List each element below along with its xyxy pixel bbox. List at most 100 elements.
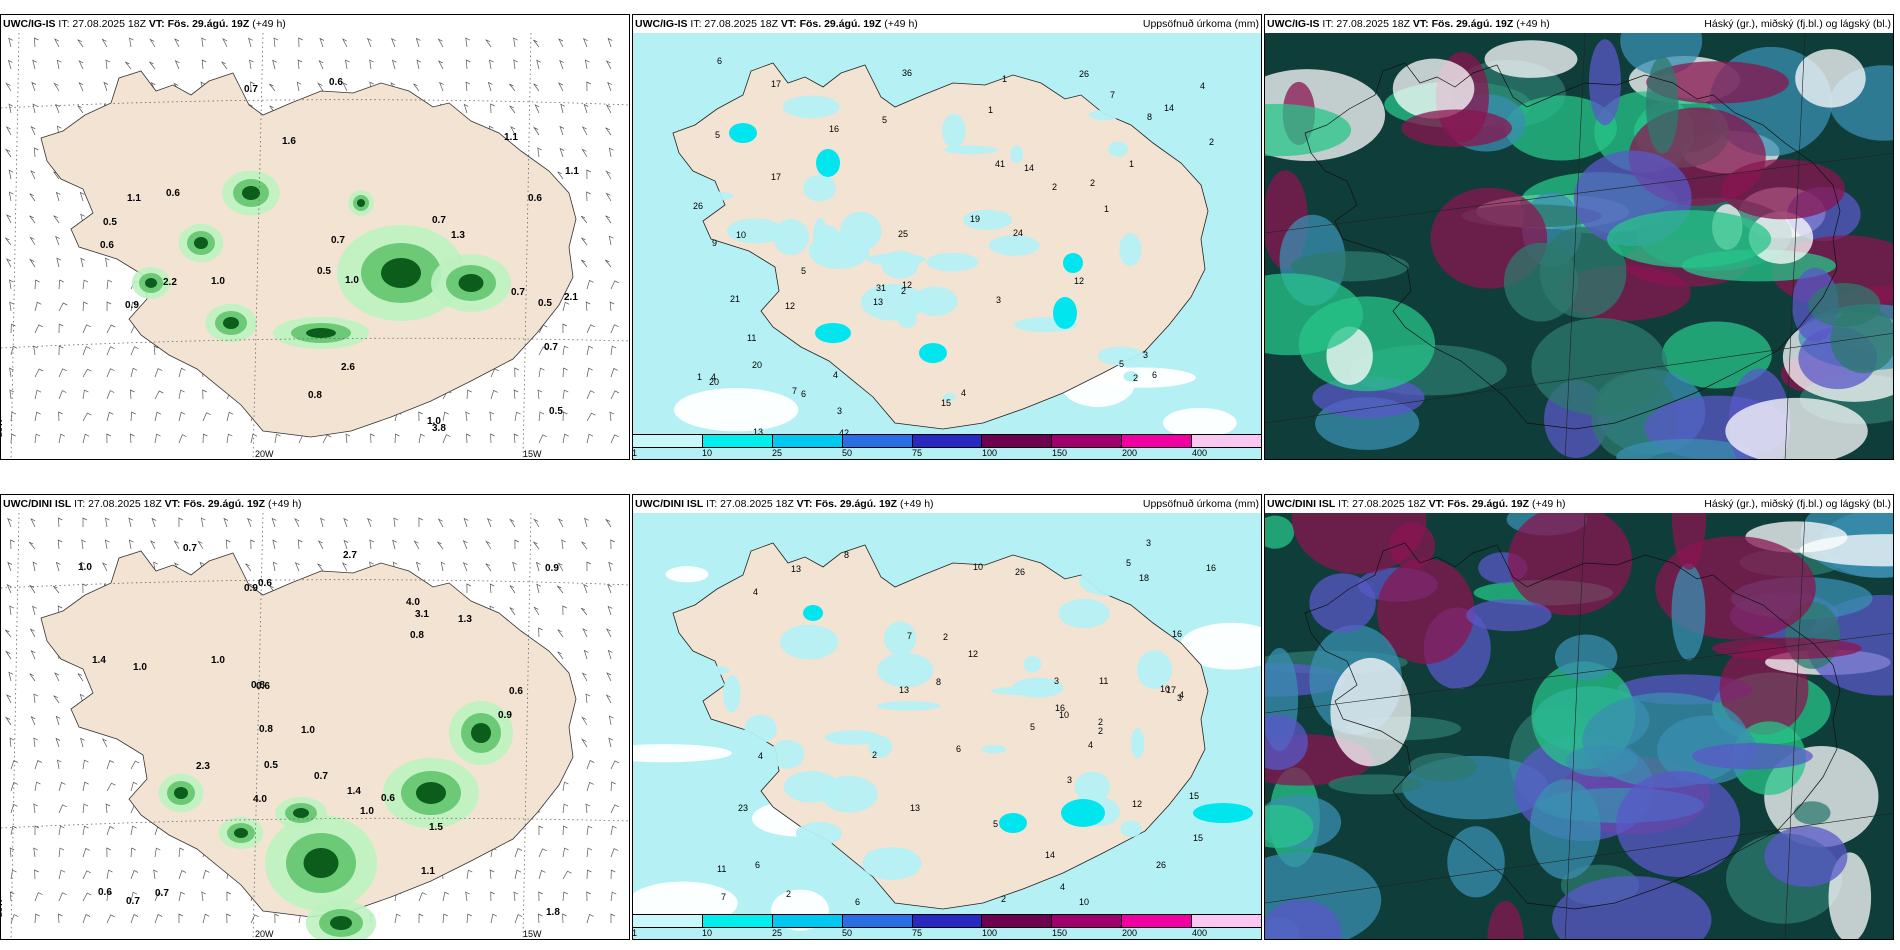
lead-time: (+49 h): [267, 498, 302, 510]
value-label: 2.7: [343, 550, 357, 561]
value-label: 2: [1098, 717, 1103, 727]
legend-swatch: [1192, 915, 1262, 927]
value-label: 1.0: [301, 725, 315, 736]
model-name: UWC/DINI ISL: [635, 498, 704, 510]
field-title: Uppsöfnuð úrkoma (mm): [1142, 18, 1259, 30]
value-label: 4.0: [253, 794, 267, 805]
value-label: 0.7: [331, 235, 345, 246]
value-label: 0.7: [544, 342, 558, 353]
map-panel-accum-dini: UWC/DINI ISL IT: 27.08.2025 18Z VT: Fös.…: [632, 494, 1262, 940]
legend-tick: 400: [1191, 448, 1208, 458]
legend-tick: 50: [842, 928, 853, 938]
value-label: 26: [1015, 567, 1025, 577]
value-label: 5: [1126, 558, 1131, 568]
value-label: 6: [717, 56, 722, 66]
value-label: 12: [968, 649, 978, 659]
value-label: 15: [1193, 833, 1203, 843]
value-label: 2: [1098, 726, 1103, 736]
value-label: 12: [785, 301, 795, 311]
value-label: 7: [721, 892, 726, 902]
value-label: 6: [956, 744, 961, 754]
value-label: 2.2: [163, 277, 177, 288]
lead-time: (+49 h): [1516, 18, 1550, 30]
value-label: 8: [844, 550, 849, 560]
value-label: 10: [1059, 710, 1069, 720]
legend-swatch: [633, 915, 703, 927]
model-name: UWC/IG-IS: [635, 18, 688, 30]
value-label: 0.6: [329, 77, 343, 88]
value-label: 0.7: [511, 287, 525, 298]
legend-colorbar: [632, 434, 1262, 448]
value-label: 17: [771, 79, 781, 89]
precip-legend-bottom: 1 10 25 50 75 100 150 200 400: [632, 914, 1262, 938]
value-label: 0.9: [125, 300, 139, 311]
value-label: 0.7: [432, 215, 446, 226]
value-label: 1: [988, 105, 993, 115]
legend-swatch: [633, 435, 703, 447]
precip-legend-top: 1 10 25 50 75 100 150 200 400: [632, 434, 1262, 458]
legend-ticks: 1 10 25 50 75 100 150 200 400: [632, 448, 1262, 458]
value-label: 1.1: [565, 166, 579, 177]
lead-time: (+49 h): [252, 18, 286, 30]
value-label: 4: [961, 388, 966, 398]
value-label: 1.6: [282, 136, 296, 147]
init-time: IT: 27.08.2025 18Z: [1322, 18, 1410, 30]
value-label: 8: [1147, 112, 1152, 122]
value-label: 1.4: [347, 786, 361, 797]
value-label: 1.5: [429, 822, 443, 833]
value-label: 23: [738, 803, 748, 813]
legend-tick: 10: [701, 928, 712, 938]
value-label: 0.5: [317, 266, 331, 277]
value-label: 6: [755, 860, 760, 870]
value-label: 1.0: [211, 276, 225, 287]
legend-tick: 400: [1191, 928, 1208, 938]
value-label: 9: [712, 238, 717, 248]
value-label: 1: [1104, 204, 1109, 214]
valid-time: Fös. 29.ágú. 19Z: [167, 18, 250, 30]
value-label: 4: [758, 751, 763, 761]
value-label: 13: [791, 564, 801, 574]
value-label: 13: [910, 803, 920, 813]
legend-tick: 10: [701, 448, 712, 458]
value-label: 0.9: [498, 710, 512, 721]
legend-tick: 50: [842, 448, 853, 458]
value-label: 25: [898, 229, 908, 239]
value-label: 0.6: [166, 188, 180, 199]
panel-header: UWC/IG-IS IT: 27.08.2025 18Z VT: Fös. 29…: [633, 15, 1261, 33]
lead-time: (+49 h): [884, 18, 918, 30]
legend-swatch: [702, 915, 773, 927]
value-label: 2.3: [196, 761, 210, 772]
map-panel-cloud-dini: UWC/DINI ISL IT: 27.08.2025 18Z VT: Fös.…: [1264, 494, 1894, 940]
value-label: 2: [943, 632, 948, 642]
value-label: 21: [730, 294, 740, 304]
value-label: 5: [993, 819, 998, 829]
legend-swatch: [982, 915, 1053, 927]
legend-tick: 100: [982, 928, 998, 938]
valid-time: Fös. 29.ágú. 19Z: [815, 498, 898, 510]
field-title: Háský (gr.), miðský (fj.bl.) og lágský (…: [1704, 498, 1891, 510]
value-label: 11: [747, 333, 756, 343]
value-label: 0.9: [545, 563, 559, 574]
coastline: [1304, 542, 1841, 910]
value-label: 26: [1079, 69, 1089, 79]
init-time: IT: 27.08.2025 18Z: [1338, 498, 1426, 510]
value-label: 2: [1001, 894, 1006, 904]
panel-header: UWC/DINI ISL IT: 27.08.2025 18Z VT: Fös.…: [633, 495, 1261, 513]
value-label: 0.6: [509, 686, 523, 697]
value-label: 0.7: [183, 543, 197, 554]
value-label: 1.3: [451, 230, 465, 241]
lon-label-15w: 15W: [523, 449, 542, 459]
legend-swatch: [1052, 915, 1123, 927]
valid-time: Fös. 29.ágú. 19Z: [799, 18, 882, 30]
field-title: Uppsöfnuð úrkoma (mm): [1142, 498, 1259, 510]
value-label: 3: [837, 406, 842, 416]
value-label: 3: [996, 295, 1001, 305]
legend-swatch: [982, 435, 1053, 447]
value-label: 18: [1139, 573, 1149, 583]
value-label: 5: [801, 266, 806, 276]
value-label: 17: [1166, 685, 1176, 695]
value-label: 3: [1067, 775, 1072, 785]
value-label: 0.6: [528, 193, 542, 204]
legend-tick: 100: [982, 448, 998, 458]
value-label: 13: [753, 427, 763, 437]
